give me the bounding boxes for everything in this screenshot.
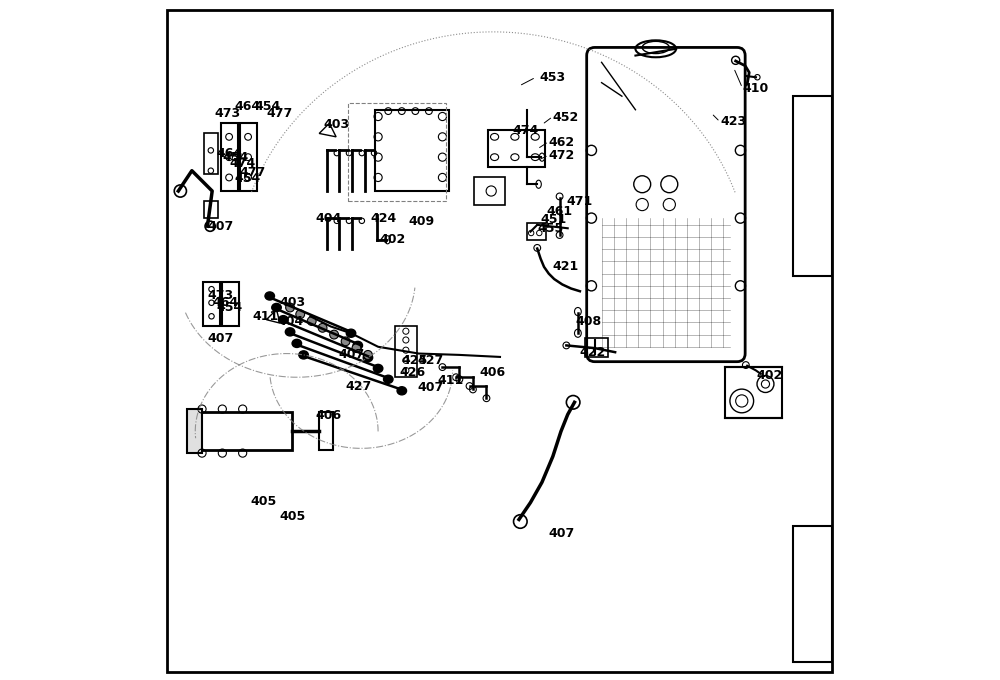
Text: 410: 410 — [742, 82, 769, 95]
Text: 472: 472 — [549, 150, 575, 163]
Bar — [488, 130, 545, 167]
Text: 409: 409 — [409, 215, 435, 228]
Bar — [348, 103, 446, 201]
Bar — [240, 123, 257, 191]
Ellipse shape — [318, 324, 327, 333]
Text: 464: 464 — [235, 100, 261, 113]
Bar — [395, 326, 417, 377]
Text: 404: 404 — [278, 315, 304, 328]
Bar — [204, 201, 218, 218]
Bar — [793, 96, 832, 275]
Text: 425: 425 — [402, 354, 428, 367]
FancyBboxPatch shape — [587, 48, 745, 362]
Text: 474: 474 — [512, 124, 538, 137]
Ellipse shape — [353, 341, 363, 350]
Text: 407: 407 — [339, 348, 365, 361]
Text: 406: 406 — [480, 366, 506, 379]
Text: 403: 403 — [280, 296, 306, 309]
Text: 402: 402 — [756, 369, 782, 381]
Text: 461: 461 — [546, 205, 572, 218]
Text: 427: 427 — [346, 379, 372, 392]
Text: 453: 453 — [539, 71, 565, 84]
Text: 407: 407 — [207, 220, 234, 233]
Ellipse shape — [279, 316, 288, 324]
Text: 471: 471 — [566, 194, 593, 207]
Text: 477: 477 — [239, 165, 266, 179]
Text: 405: 405 — [251, 494, 277, 508]
Text: 455: 455 — [537, 222, 563, 235]
Ellipse shape — [265, 292, 274, 300]
Text: 407: 407 — [549, 526, 575, 539]
Ellipse shape — [272, 303, 281, 311]
Bar — [319, 413, 333, 449]
Bar — [187, 413, 292, 449]
Bar — [187, 409, 202, 453]
Ellipse shape — [292, 339, 302, 347]
Text: 421: 421 — [553, 260, 579, 273]
Ellipse shape — [330, 330, 338, 339]
Text: 477: 477 — [266, 107, 293, 120]
Text: 462: 462 — [549, 136, 575, 149]
Text: 473: 473 — [207, 290, 234, 303]
Ellipse shape — [307, 317, 316, 326]
Text: 407: 407 — [207, 332, 234, 345]
Text: 454: 454 — [235, 172, 261, 186]
Text: 411: 411 — [253, 310, 279, 323]
Ellipse shape — [285, 328, 295, 336]
Ellipse shape — [363, 354, 373, 362]
Text: 422: 422 — [580, 345, 606, 358]
Text: 408: 408 — [576, 315, 602, 328]
Ellipse shape — [296, 310, 305, 319]
Text: 473: 473 — [214, 107, 240, 120]
Text: 407: 407 — [417, 381, 444, 394]
Text: 451: 451 — [541, 213, 567, 226]
Text: 402: 402 — [379, 233, 406, 246]
Bar — [474, 177, 505, 205]
Ellipse shape — [373, 364, 383, 373]
Text: 454: 454 — [217, 301, 243, 314]
Ellipse shape — [397, 387, 407, 395]
Bar — [203, 282, 220, 326]
Text: 464: 464 — [212, 296, 238, 309]
Text: 454: 454 — [255, 100, 281, 113]
Bar — [725, 367, 782, 418]
Bar — [375, 109, 449, 191]
Ellipse shape — [346, 329, 356, 337]
Bar — [793, 526, 832, 662]
Text: 454: 454 — [222, 151, 249, 164]
Bar — [222, 282, 239, 326]
Ellipse shape — [352, 343, 361, 352]
Text: 424: 424 — [370, 211, 396, 224]
Text: 406: 406 — [316, 409, 342, 422]
Ellipse shape — [384, 375, 393, 384]
Ellipse shape — [286, 303, 294, 312]
Text: 427: 427 — [417, 354, 444, 367]
Text: 474: 474 — [229, 158, 255, 171]
Ellipse shape — [299, 351, 308, 359]
Text: 411: 411 — [438, 374, 464, 387]
Bar — [204, 133, 218, 174]
Ellipse shape — [364, 350, 372, 359]
Text: 403: 403 — [324, 118, 350, 131]
Text: 405: 405 — [280, 509, 306, 522]
Text: 464: 464 — [217, 148, 243, 160]
Text: 404: 404 — [316, 211, 342, 224]
Bar — [527, 223, 546, 240]
Text: 452: 452 — [553, 112, 579, 124]
Text: 423: 423 — [720, 116, 746, 129]
Bar — [585, 338, 608, 357]
Bar — [221, 123, 238, 191]
Ellipse shape — [341, 337, 350, 345]
Text: 426: 426 — [400, 366, 426, 379]
